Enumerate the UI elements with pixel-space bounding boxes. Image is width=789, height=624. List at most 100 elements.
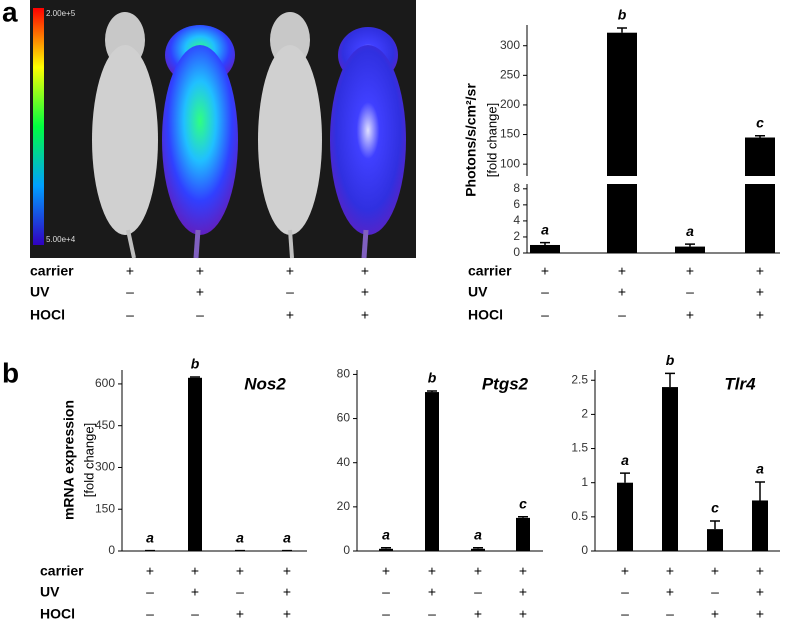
condition-sign: – [711,584,719,600]
condition-sign: + [191,563,199,579]
condition-sign: – [126,307,134,323]
error-bar [685,243,695,247]
y-tick-label: 8 [513,181,520,195]
y-tick-label: 80 [337,367,351,381]
y-tick-label: 40 [337,455,351,469]
condition-sign: – [621,584,629,600]
condition-sign: – [621,606,629,622]
scale-min: 5.00e+4 [46,235,76,244]
condition-sign: – [126,284,134,300]
condition-sign: + [236,606,244,622]
y-tick-label: 60 [337,411,351,425]
condition-sign: – [382,584,390,600]
y-tick-label: 250 [500,68,520,82]
y-axis-label: mRNA expression [61,400,77,520]
bar [617,482,633,551]
condition-sign: + [618,263,626,279]
significance-letter: c [756,114,764,130]
mouse [330,27,406,259]
y-axis-label: Photons/s/cm²/sr [463,83,479,197]
condition-sign: + [474,606,482,622]
mouse [162,25,238,259]
condition-sign: – [618,307,626,323]
error-bar [381,546,391,549]
mouse [92,12,158,259]
condition-sign: + [283,584,291,600]
bar [745,137,775,176]
y-axis-label-sub: [fold change] [81,423,96,497]
condition-sign: + [428,584,436,600]
condition-sign: – [541,307,549,323]
significance-letter: a [146,529,154,545]
condition-sign: – [196,307,204,323]
condition-sign: + [519,606,527,622]
significance-letter: a [541,221,549,237]
significance-letter: a [236,529,244,545]
condition-label: HOCl [40,606,75,622]
bar [607,32,637,176]
condition-sign: – [541,284,549,300]
y-tick-label: 300 [95,460,115,474]
condition-sign: + [146,563,154,579]
condition-label: UV [30,284,50,300]
y-tick-label: 0.5 [571,509,588,523]
bar [471,548,485,551]
chart-title: Tlr4 [724,374,756,393]
significance-letter: a [621,452,629,468]
condition-sign: – [236,584,244,600]
color-scale [33,8,44,245]
y-tick-label: 1.5 [571,441,588,455]
condition-sign: + [618,284,626,300]
condition-sign: – [428,606,436,622]
significance-letter: a [382,526,390,542]
y-tick-label: 0 [581,543,588,557]
y-tick-label: 20 [337,499,351,513]
y-tick-label: 150 [95,501,115,515]
condition-sign: + [686,307,694,323]
condition-sign: + [519,563,527,579]
condition-label: carrier [40,563,84,579]
imaging-panel: 2.00e+5 5.00e+4 [30,0,416,259]
condition-sign: – [286,284,294,300]
condition-sign: – [382,606,390,622]
condition-sign: + [756,606,764,622]
condition-sign: + [361,307,369,323]
significance-letter: b [666,352,675,368]
condition-sign: + [196,263,204,279]
bar [379,548,393,551]
condition-sign: + [283,563,291,579]
y-tick-label: 150 [500,127,520,141]
error-bar [473,546,483,549]
condition-sign: – [474,584,482,600]
chart-title: Nos2 [244,374,286,393]
condition-sign: + [756,263,764,279]
y-tick-label: 2 [513,229,520,243]
error-bar [518,516,528,518]
condition-sign: + [283,606,291,622]
condition-sign: + [382,563,390,579]
significance-letter: c [519,495,527,511]
bar [530,244,560,253]
bar [662,387,678,551]
condition-sign: – [686,284,694,300]
condition-sign: + [361,284,369,300]
condition-label: HOCl [30,307,65,323]
condition-sign: – [666,606,674,622]
condition-sign: + [711,606,719,622]
condition-sign: + [756,563,764,579]
chart-title: Ptgs2 [482,374,529,393]
condition-sign: + [286,263,294,279]
condition-sign: – [146,584,154,600]
y-tick-label: 100 [500,156,520,170]
significance-letter: b [618,7,627,23]
scale-max: 2.00e+5 [46,9,76,18]
bar [516,517,530,551]
condition-sign: + [621,563,629,579]
error-bar [710,520,720,530]
condition-label: UV [40,584,60,600]
condition-label: carrier [468,263,512,279]
mouse [258,12,322,259]
condition-sign: – [191,606,199,622]
condition-sign: + [126,263,134,279]
bar [707,529,723,551]
